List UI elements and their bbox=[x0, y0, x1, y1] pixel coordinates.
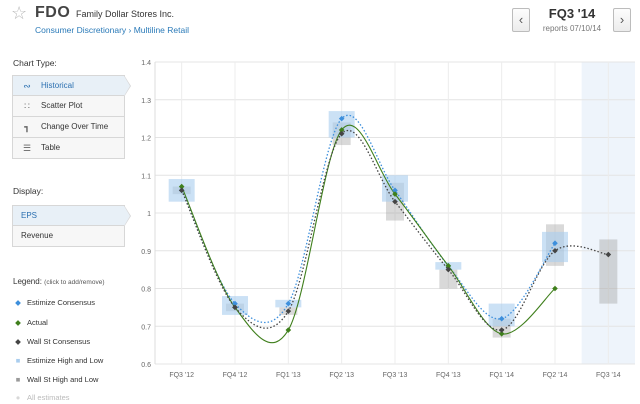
x-tick-label: FQ2 '14 bbox=[543, 372, 568, 379]
display-revenue[interactable]: Revenue bbox=[12, 226, 125, 247]
display-eps[interactable]: EPS bbox=[12, 205, 131, 227]
chevron-left-icon: ‹ bbox=[518, 12, 524, 27]
y-tick-label: 1.1 bbox=[141, 173, 151, 180]
sector-breadcrumb[interactable]: Consumer Discretionary › Multiline Retai… bbox=[35, 25, 189, 35]
menu-item-label: Change Over Time bbox=[41, 122, 109, 131]
legend-item-label: All estimates bbox=[27, 393, 70, 402]
x-tick-label: FQ4 '13 bbox=[436, 372, 461, 379]
previous-quarter-button[interactable]: ‹ bbox=[512, 8, 530, 32]
wave-icon: ∾ bbox=[23, 81, 31, 91]
legend-actual[interactable]: ◆ Actual bbox=[13, 317, 48, 329]
wall-st-consensus-point bbox=[392, 198, 398, 205]
legend-item-label: Wall St Consensus bbox=[27, 337, 91, 346]
chart-type-menu: ∾ Historical ∷ Scatter Plot ┓ Change Ove… bbox=[12, 75, 131, 159]
actual-point bbox=[178, 183, 185, 190]
y-tick-label: 0.7 bbox=[141, 324, 151, 331]
x-tick-label: FQ1 '13 bbox=[276, 372, 301, 379]
estimize-high-low-box bbox=[488, 303, 515, 327]
y-tick-label: 1 bbox=[147, 211, 151, 218]
next-quarter-button[interactable]: › bbox=[613, 8, 631, 32]
eps-history-chart[interactable]: 0.6 0.7 0.8 0.9 1 1.1 1.2 1.3 1.4 FQ3 '12 FQ4 '12 F… bbox=[135, 52, 640, 397]
legend-wall-st-high-low[interactable]: ■ Wall St High and Low bbox=[13, 374, 99, 386]
legend-title: Legend: (click to add/remove) bbox=[13, 277, 104, 286]
menu-item-label: Table bbox=[41, 143, 61, 152]
display-title: Display: bbox=[13, 186, 44, 196]
chart-type-table[interactable]: ☰ Table bbox=[12, 138, 125, 159]
legend-label: Legend: bbox=[13, 277, 42, 286]
y-tick-label: 0.6 bbox=[141, 362, 151, 369]
report-date: reports 07/10/14 bbox=[542, 24, 602, 33]
actual-point bbox=[498, 331, 505, 337]
ticker-symbol: FDO bbox=[35, 4, 71, 21]
x-tick-label: FQ3 '12 bbox=[169, 372, 194, 379]
display-menu: EPS Revenue bbox=[12, 205, 131, 247]
dot-icon: ● bbox=[15, 393, 21, 402]
y-tick-label: 1.3 bbox=[141, 98, 151, 105]
actual-point bbox=[445, 263, 452, 269]
y-tick-label: 0.9 bbox=[141, 249, 151, 256]
wall-st-consensus-point bbox=[285, 308, 292, 314]
square-icon: ■ bbox=[15, 375, 21, 384]
diamond-icon: ◆ bbox=[15, 337, 21, 346]
diamond-icon: ◆ bbox=[15, 298, 21, 307]
x-tick-label: FQ4 '12 bbox=[223, 372, 248, 379]
wall-st-high-low-box bbox=[599, 239, 618, 304]
chart-type-historical[interactable]: ∾ Historical bbox=[12, 75, 131, 97]
table-icon: ☰ bbox=[22, 143, 32, 153]
actual-point bbox=[392, 191, 398, 197]
estimize-consensus-point bbox=[232, 300, 238, 307]
chart-type-title: Chart Type: bbox=[13, 58, 57, 68]
wall-st-consensus-point bbox=[338, 130, 345, 137]
legend-note: (click to add/remove) bbox=[44, 279, 105, 286]
diamond-icon: ◆ bbox=[15, 318, 21, 327]
legend-item-label: Wall St High and Low bbox=[27, 375, 99, 384]
wall-st-consensus-line bbox=[181, 130, 609, 331]
y-tick-label: 1.2 bbox=[141, 136, 151, 143]
chart-type-change-over-time[interactable]: ┓ Change Over Time bbox=[12, 117, 125, 138]
x-tick-label: FQ3 '13 bbox=[383, 372, 408, 379]
chevron-right-icon: › bbox=[619, 12, 625, 27]
legend-item-label: Actual bbox=[27, 318, 48, 327]
star-outline-icon[interactable]: ☆ bbox=[11, 3, 28, 23]
legend-item-label: Estimize Consensus bbox=[27, 298, 95, 307]
x-tick-label: FQ1 '14 bbox=[489, 372, 514, 379]
square-icon: ■ bbox=[15, 356, 21, 365]
y-tick-label: 0.8 bbox=[141, 287, 151, 294]
header: ☆ FDO Family Dollar Stores Inc. Consumer… bbox=[0, 0, 640, 44]
scatter-icon: ∷ bbox=[24, 101, 30, 111]
estimize-consensus-point bbox=[285, 300, 292, 307]
step-icon: ┓ bbox=[24, 122, 30, 132]
menu-item-label: Historical bbox=[41, 81, 74, 90]
company-name: Family Dollar Stores Inc. bbox=[76, 9, 175, 19]
legend-wall-st-consensus[interactable]: ◆ Wall St Consensus bbox=[13, 336, 90, 348]
x-tick-label: FQ2 '13 bbox=[329, 372, 354, 379]
y-tick-label: 1.4 bbox=[141, 60, 151, 67]
estimize-consensus-point bbox=[338, 115, 345, 122]
actual-point bbox=[338, 127, 345, 133]
x-tick-label: FQ3 '14 bbox=[596, 372, 621, 379]
estimize-consensus-line bbox=[181, 114, 556, 324]
chart-type-scatter-plot[interactable]: ∷ Scatter Plot bbox=[12, 96, 125, 117]
legend-estimize-high-low[interactable]: ■ Estimize High and Low bbox=[13, 355, 104, 367]
wall-st-consensus-point bbox=[445, 266, 452, 273]
legend-estimize-consensus[interactable]: ◆ Estimize Consensus bbox=[13, 297, 95, 309]
wall-st-consensus-point bbox=[498, 327, 505, 333]
quarter-label: FQ3 '14 bbox=[548, 6, 596, 21]
estimize-consensus-point bbox=[498, 315, 505, 322]
wall-st-high-low-box bbox=[439, 269, 458, 289]
legend-item-label: Estimize High and Low bbox=[27, 356, 104, 365]
estimize-consensus-point bbox=[392, 187, 398, 194]
actual-point bbox=[285, 327, 292, 333]
legend-all-estimates[interactable]: ● All estimates bbox=[13, 392, 70, 404]
menu-item-label: Scatter Plot bbox=[41, 101, 83, 110]
wall-st-consensus-point bbox=[605, 251, 612, 258]
estimize-consensus-point bbox=[552, 240, 558, 246]
wall-st-consensus-point bbox=[232, 304, 238, 311]
